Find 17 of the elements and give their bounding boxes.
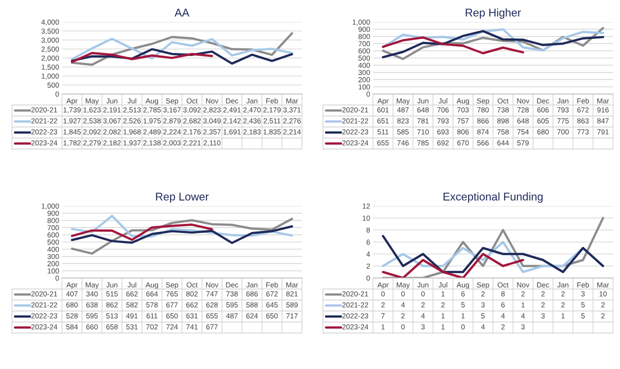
line-series: [70, 52, 214, 64]
line-series: [382, 36, 524, 54]
line-series: [70, 214, 294, 238]
line-series: [70, 32, 294, 66]
line-series: [382, 28, 604, 52]
line-series: [70, 38, 294, 60]
line-series: [70, 218, 294, 255]
line-series: [70, 48, 294, 65]
line-series: [70, 224, 214, 241]
chart-title: AA: [174, 8, 190, 16]
line-series: [382, 234, 604, 274]
line-series: [382, 252, 524, 278]
chart-title: Exceptional Funding: [444, 192, 543, 203]
line-series: [382, 216, 604, 278]
chart-title: Rep Lower: [156, 192, 209, 203]
chart-title: Rep Higher: [466, 8, 521, 19]
line-series: [70, 225, 294, 244]
